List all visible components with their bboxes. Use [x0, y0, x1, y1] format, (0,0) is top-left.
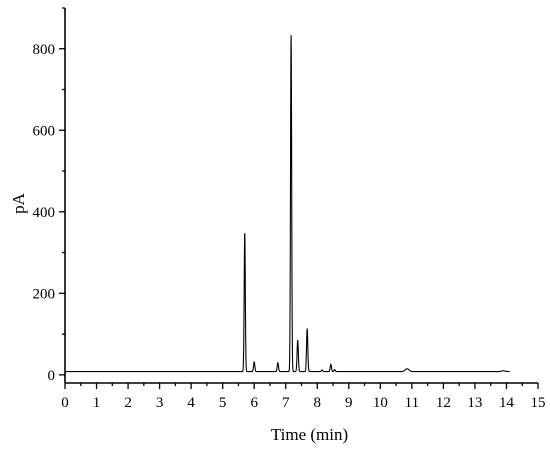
x-tick-label: 0	[61, 395, 69, 411]
x-tick-label: 10	[373, 395, 388, 411]
y-tick-label: 600	[33, 123, 56, 139]
x-tick-label: 9	[345, 395, 353, 411]
axes	[64, 8, 538, 384]
y-tick-label: 200	[33, 286, 56, 302]
x-tick-label: 13	[467, 395, 482, 411]
y-ticks: 0 200 400 600 800	[33, 7, 65, 384]
x-tick-label: 5	[219, 395, 227, 411]
y-axis-title: pA	[9, 192, 28, 214]
x-tick-label: 2	[124, 395, 132, 411]
y-tick-label: 400	[33, 205, 56, 221]
x-tick-label: 6	[250, 395, 258, 411]
series-line	[64, 35, 511, 373]
x-tick-label: 7	[282, 395, 290, 411]
x-tick-label: 12	[436, 395, 451, 411]
x-tick-label: 14	[499, 395, 515, 411]
x-tick-label: 4	[187, 395, 195, 411]
x-tick-label: 8	[314, 395, 322, 411]
y-tick-label: 0	[48, 368, 56, 384]
y-tick-label: 800	[33, 42, 56, 58]
x-tick-label: 15	[531, 395, 546, 411]
x-ticks: 0 1 2 3 4 5 6 7 8 9 10 11 12 13 14 15	[61, 383, 546, 411]
x-tick-label: 11	[405, 395, 419, 411]
x-axis-title: Time (min)	[271, 425, 348, 444]
x-tick-label: 1	[93, 395, 101, 411]
x-tick-label: 3	[156, 395, 164, 411]
